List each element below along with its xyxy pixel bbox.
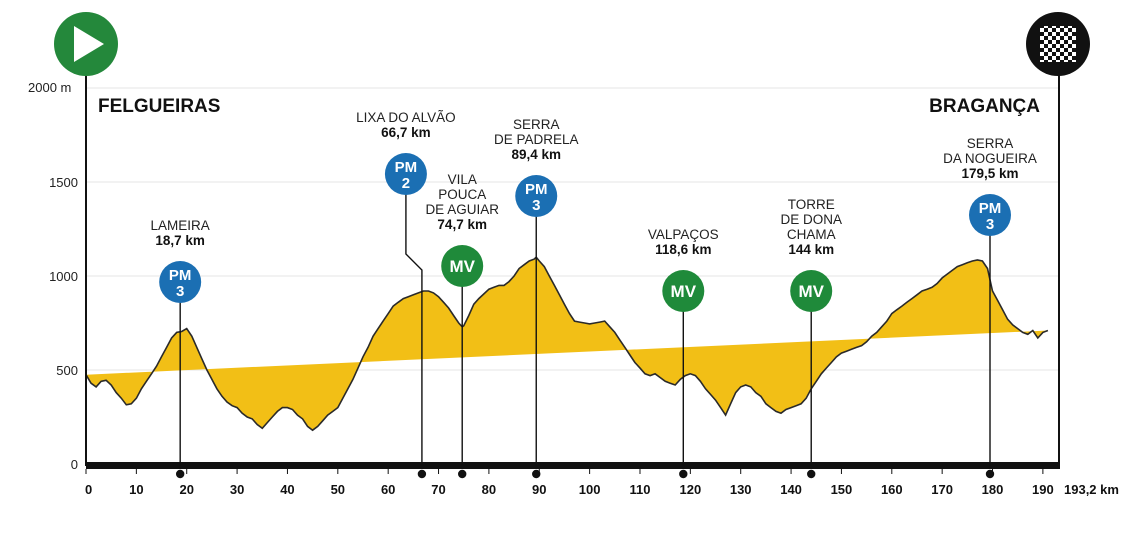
marker-km: 118,6 km (655, 242, 711, 257)
y-tick-label: 500 (56, 363, 78, 378)
start-city: FELGUEIRAS (98, 96, 220, 117)
mountain-badge (384, 153, 427, 195)
x-axis-bar (86, 462, 1060, 469)
x-tick-label: 60 (381, 482, 395, 497)
marker-name: DE DONA (780, 212, 842, 227)
x-tick-label: 50 (331, 482, 345, 497)
marker-km: 66,7 km (381, 125, 431, 140)
elevation-area (86, 257, 1048, 431)
x-tick-label: 30 (230, 482, 244, 497)
x-tick-label: 100 (579, 482, 601, 497)
marker-name: DE AGUIAR (425, 202, 499, 217)
marker-km: 89,4 km (511, 147, 561, 162)
x-tick-label: 130 (730, 482, 752, 497)
badge-type: PM (525, 181, 548, 198)
marker-name: CHAMA (787, 227, 836, 242)
x-tick-label: 80 (482, 482, 496, 497)
x-tick-label: 180 (982, 482, 1004, 497)
marker-dot (458, 469, 467, 479)
mountain-badge (515, 175, 558, 217)
x-tick-label: 120 (679, 482, 701, 497)
x-tick-label: 170 (931, 482, 953, 497)
sprint-badge (441, 245, 484, 287)
x-tick-label: 40 (280, 482, 294, 497)
x-tick-label: 10 (129, 482, 143, 497)
elevation-line (85, 256, 1049, 432)
x-tick-label: 0 (85, 482, 92, 497)
marker-dot (417, 469, 427, 479)
marker-name: POUCA (438, 187, 486, 202)
badge-type: PM (979, 200, 1002, 217)
mountain-badge (969, 194, 1012, 236)
marker-name: DE PADRELA (494, 132, 579, 147)
badge-type: PM (169, 267, 192, 284)
x-axis: 0 10 20 30 40 50 60 70 80 90 100 110 120 130 140 150 160… (85, 469, 1054, 497)
x-tick-label: 70 (431, 482, 445, 497)
finish-city: BRAGANÇA (929, 96, 1040, 117)
marker-km: 144 km (788, 242, 834, 257)
x-axis-end-label: 193,2 km (1064, 482, 1119, 497)
badge-category: 3 (986, 216, 994, 233)
badge-type: MV (449, 257, 475, 276)
marker-name: LAMEIRA (151, 218, 210, 233)
marker-dot (175, 469, 185, 479)
badge-category: 3 (176, 283, 184, 300)
x-tick-label: 90 (532, 482, 546, 497)
x-tick-label: 110 (629, 482, 650, 497)
x-tick-label: 190 (1032, 482, 1054, 497)
y-tick-label: 1000 (49, 269, 78, 284)
x-tick-label: 20 (179, 482, 193, 497)
marker-name: SERRA (967, 136, 1014, 151)
marker-pole (405, 194, 423, 466)
play-icon (54, 12, 118, 76)
mountain-badge (159, 261, 202, 303)
y-tick-label: 0 (71, 457, 78, 472)
marker-name: DA NOGUEIRA (943, 151, 1037, 166)
badge-type: MV (671, 282, 697, 301)
marker-name: SERRA (513, 117, 560, 132)
marker-dot (807, 469, 816, 479)
y-axis: 0 500 1000 1500 (49, 175, 78, 472)
marker-km: 18,7 km (155, 233, 205, 248)
marker-name: TORRE (788, 197, 835, 212)
y-tick-label: 1500 (49, 175, 78, 190)
sprint-badge (790, 270, 833, 312)
y-axis-max-label: 2000 m (28, 80, 71, 95)
badge-type: PM (395, 159, 418, 176)
badge-category: 2 (402, 175, 410, 192)
marker-km: 74,7 km (437, 217, 487, 232)
x-tick-label: 150 (831, 482, 853, 497)
checkered-flag-icon (1026, 12, 1090, 76)
badge-type: MV (798, 282, 824, 301)
marker-name: VALPAÇOS (648, 227, 719, 242)
marker-dot (532, 469, 541, 479)
x-tick-label: 160 (881, 482, 903, 497)
x-tick-label: 140 (780, 482, 802, 497)
marker-dot (679, 469, 688, 479)
badge-category: 3 (532, 197, 540, 214)
marker-dot (985, 469, 995, 479)
sprint-badge (662, 270, 705, 312)
marker-km: 179,5 km (961, 166, 1018, 181)
marker-name: VILA (448, 172, 477, 187)
marker-name: LIXA DO ALVÃO (356, 110, 456, 125)
